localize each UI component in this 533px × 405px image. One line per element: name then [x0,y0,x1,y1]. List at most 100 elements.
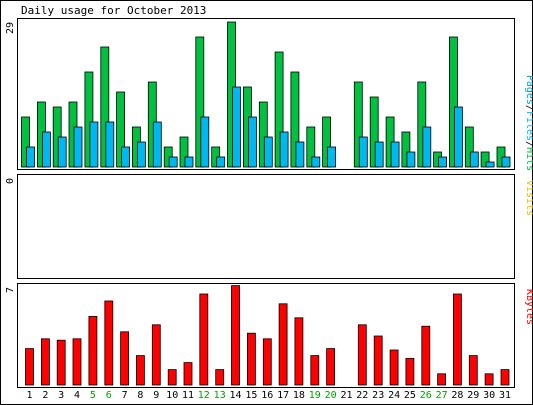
x-axis-day-label: 6 [106,390,112,401]
x-axis-day-label: 19 [309,390,321,401]
hits-bar [100,46,110,168]
kbytes-bar [452,293,462,386]
files-bar [279,131,289,168]
x-axis-day-label: 10 [166,390,178,401]
files-bar [327,146,337,168]
kbytes-bar [468,355,478,386]
files-bar [57,136,67,168]
kbytes-bar [120,331,129,386]
x-axis-day-label: 3 [58,390,64,401]
hits-bar [353,81,363,168]
kbytes-bar [151,324,161,386]
files-bar [184,156,194,168]
panel-kbytes-frame [17,283,515,388]
files-bar [26,146,35,168]
legend-sep-1: / [524,105,533,111]
kbytes-bar [373,335,383,386]
panel-hits-frame [17,18,515,170]
x-axis-day-label: 5 [90,390,96,401]
x-axis-day-label: 14 [229,390,241,401]
kbytes-bar [25,348,34,386]
legend-files: Files [524,111,533,141]
files-bar [200,116,210,168]
x-axis-day-label: 18 [293,390,305,401]
visits-legend: Visits [524,180,533,216]
legend-hits: Hits [524,147,533,171]
kbytes-bar [56,339,66,386]
files-bar [406,151,416,168]
hits-bar [480,151,490,168]
hits-bar [274,51,284,168]
files-bar [152,121,162,168]
kbytes-bar [278,303,288,386]
kbytes-bar [199,293,209,386]
legend-pages: Pages [524,75,533,105]
hits-bar [195,36,205,168]
hits-bar [306,126,316,168]
files-bar [438,156,448,168]
hits-bar [369,96,379,168]
kbytes-bar [104,300,114,386]
kbytes-bars [25,285,510,386]
x-axis-day-label: 11 [182,390,194,401]
x-axis-day-label: 27 [436,390,448,401]
hits-legend: Pages/Files/Hits [524,75,533,171]
kbytes-bar [310,355,320,386]
hits-bar [322,116,332,168]
chart-title: Daily usage for October 2013 [21,4,206,17]
files-bar [453,106,463,168]
kbytes-axis-max-label: 7 [5,287,16,293]
kbytes-bar [405,357,415,386]
x-axis-day-label: 21 [340,390,352,401]
x-axis-day-label: 26 [420,390,432,401]
x-axis-day-label: 4 [74,390,80,401]
files-bar [422,126,432,168]
files-bar [216,156,226,168]
files-bar [89,121,99,168]
x-axis-day-label: 12 [198,390,210,401]
hits-bar [116,91,125,168]
x-axis-day-label: 9 [153,390,159,401]
kbytes-bar [183,362,193,386]
files-bar [168,156,178,168]
hits-bar [401,131,411,168]
files-bar [42,131,51,168]
kbytes-bar [500,369,510,386]
visits-axis-max-label: 0 [5,178,16,184]
x-axis-day-label: 29 [467,390,479,401]
kbytes-legend: KBytes [524,289,533,325]
x-axis-day-label: 22 [356,390,368,401]
kbytes-bar [357,324,367,386]
x-axis-day-label: 1 [26,390,32,401]
hits-bar [290,71,300,168]
x-axis-day-label: 2 [42,390,48,401]
files-bars [26,86,511,168]
legend-sep-2: / [524,141,533,147]
x-axis-day-label: 15 [245,390,257,401]
panel-visits-frame [17,174,515,279]
kbytes-bar [262,338,272,386]
hits-bars [21,21,506,168]
kbytes-bar [246,332,256,386]
files-bar [295,141,305,168]
kbytes-bar [389,349,399,386]
kbytes-bar [72,338,82,386]
files-bar [247,116,257,168]
kbytes-bar [41,338,50,386]
hits-bar [464,126,474,168]
files-bar [485,161,495,168]
kbytes-bar [437,373,447,386]
x-axis-labels: 1 2 3 4 5 6 7 8 9 10 11 12 13 14 15 16 17 18 19 20 21 22 23 24 2… [26,390,511,401]
files-bar [121,146,130,168]
files-bar [469,151,479,168]
kbytes-bar [231,285,240,386]
x-axis-day-label: 31 [499,390,511,401]
x-axis-day-label: 17 [277,390,289,401]
files-bar [390,141,400,168]
x-axis-day-label: 7 [122,390,128,401]
x-axis-day-label: 13 [214,390,226,401]
hits-bar [448,36,458,168]
files-bar [136,141,146,168]
x-axis-day-label: 8 [137,390,143,401]
